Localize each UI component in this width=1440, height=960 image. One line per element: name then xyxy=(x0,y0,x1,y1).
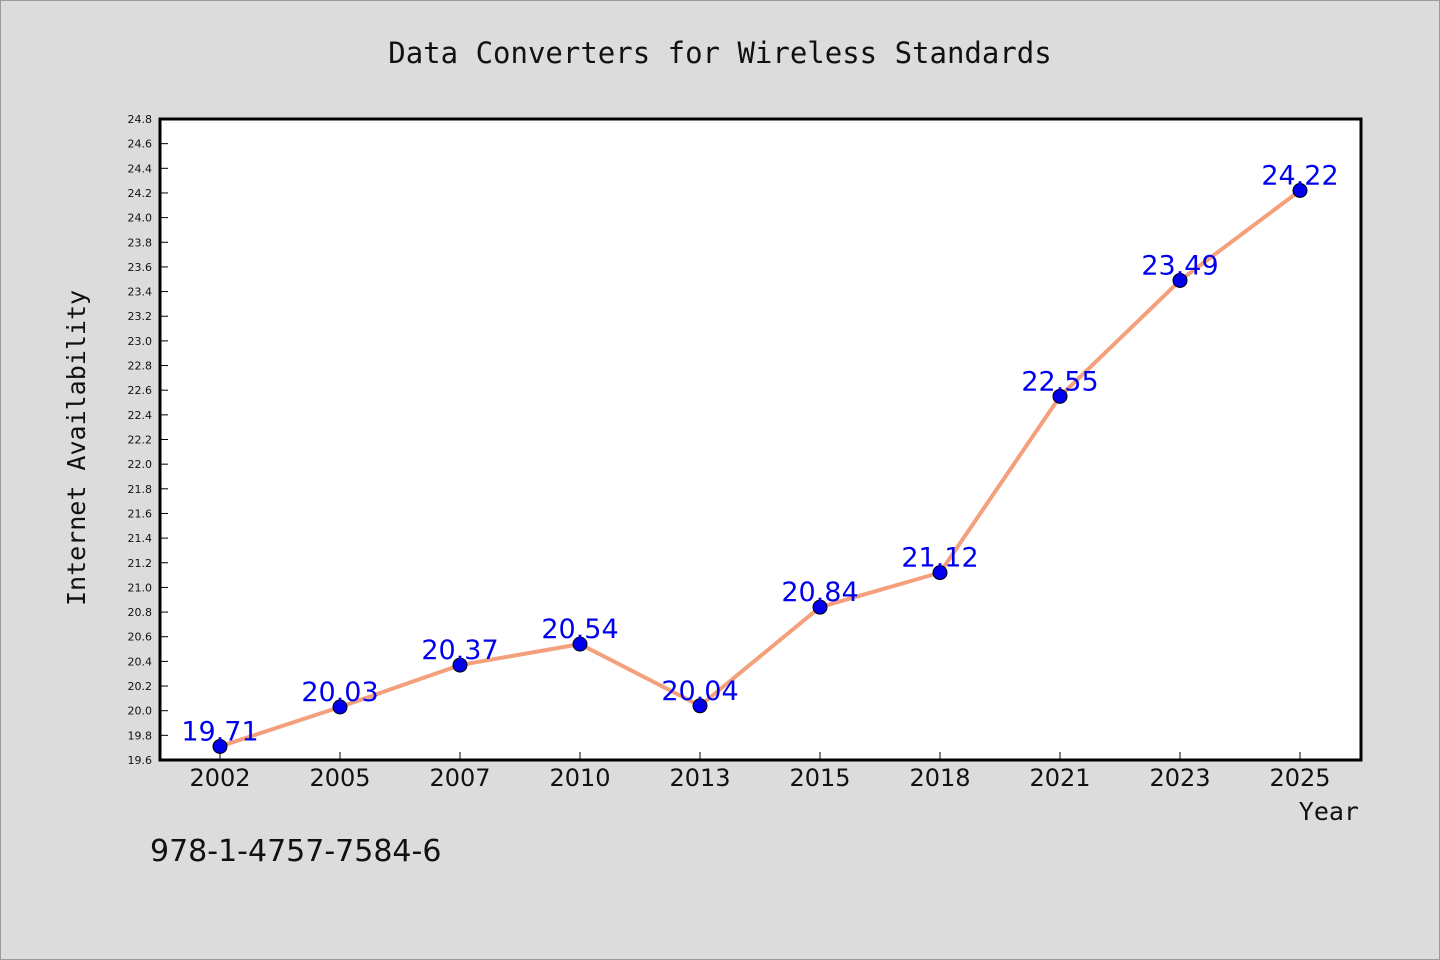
y-tick-label: 21.8 xyxy=(128,483,153,496)
y-axis-label: Internet Availability xyxy=(62,290,91,606)
series-line-group xyxy=(219,188,1302,749)
data-point xyxy=(452,657,468,673)
data-point xyxy=(1292,182,1308,198)
y-tick-label: 23.4 xyxy=(128,286,153,299)
data-label: 20.54 xyxy=(541,614,618,645)
data-point xyxy=(812,599,828,615)
y-tick-label: 23.6 xyxy=(128,261,153,274)
data-point xyxy=(932,565,948,581)
data-label: 22.55 xyxy=(1021,366,1098,397)
data-point xyxy=(1172,272,1188,288)
x-tick-label: 2007 xyxy=(429,764,490,792)
data-label: 20.37 xyxy=(421,635,498,666)
y-tick-label: 22.0 xyxy=(128,458,153,471)
y-tick-label: 22.2 xyxy=(128,434,153,447)
x-tick-label: 2005 xyxy=(309,764,370,792)
data-label: 20.03 xyxy=(301,677,378,708)
y-tick-label: 24.4 xyxy=(128,162,153,175)
x-tick-label: 2018 xyxy=(909,764,970,792)
y-tick-label: 19.6 xyxy=(128,754,153,767)
data-point xyxy=(1052,388,1068,404)
x-axis-label: Year xyxy=(1299,797,1359,826)
y-tick-label: 21.0 xyxy=(128,581,153,594)
y-tick-label: 21.2 xyxy=(128,557,153,570)
x-tick-label: 2025 xyxy=(1269,764,1330,792)
data-point xyxy=(332,699,348,715)
x-tick-label: 2021 xyxy=(1029,764,1090,792)
data-point xyxy=(572,636,588,652)
y-tick-label: 24.0 xyxy=(128,212,153,225)
data-label: 19.71 xyxy=(181,716,258,747)
y-axis: 19.6 19.8 20.0 20.2 20.4 20.6 20.8 21.0 21.2 21.4… xyxy=(128,113,168,767)
y-tick-label: 22.8 xyxy=(128,360,153,373)
plot-area xyxy=(158,117,1363,762)
x-tick-label: 2010 xyxy=(549,764,610,792)
data-label-group: 19.71 20.03 20.37 20.54 20.04 20.84 21.12 22.55… xyxy=(181,160,1338,747)
x-axis: 2002 2005 2007 2010 2013 2015 2018 2021 2023 2025 xyxy=(189,752,1331,792)
y-tick-label: 20.4 xyxy=(128,655,153,668)
x-tick-label: 2013 xyxy=(669,764,730,792)
data-point xyxy=(692,698,708,714)
x-tick-label: 2015 xyxy=(789,764,850,792)
y-tick-label: 20.8 xyxy=(128,606,153,619)
data-label: 20.04 xyxy=(661,676,738,707)
data-point xyxy=(212,738,228,754)
y-tick-label: 22.6 xyxy=(128,384,153,397)
y-tick-label: 23.0 xyxy=(128,335,153,348)
y-tick-label: 23.8 xyxy=(128,236,153,249)
data-label: 23.49 xyxy=(1141,250,1218,281)
y-tick-label: 24.2 xyxy=(128,187,153,200)
y-tick-label: 24.6 xyxy=(128,138,153,151)
y-tick-label: 20.0 xyxy=(128,705,153,718)
marker-group xyxy=(212,182,1308,754)
y-tick-label: 20.6 xyxy=(128,631,153,644)
data-label: 21.12 xyxy=(901,543,978,574)
data-label: 24.22 xyxy=(1261,160,1338,191)
y-tick-label: 22.4 xyxy=(128,409,153,422)
y-tick-label: 20.2 xyxy=(128,680,153,693)
y-tick-label: 21.6 xyxy=(128,507,153,520)
isbn-annotation: 978-1-4757-7584-6 xyxy=(150,834,442,869)
y-tick-label: 23.2 xyxy=(128,310,153,323)
x-tick-label: 2023 xyxy=(1149,764,1210,792)
chart-title: Data Converters for Wireless Standards xyxy=(388,36,1051,70)
y-tick-label: 21.4 xyxy=(128,532,153,545)
y-tick-label: 24.8 xyxy=(128,113,153,126)
y-tick-label: 19.8 xyxy=(128,729,153,742)
series-line xyxy=(219,188,1302,749)
data-label: 20.84 xyxy=(781,577,858,608)
x-tick-label: 2002 xyxy=(189,764,250,792)
